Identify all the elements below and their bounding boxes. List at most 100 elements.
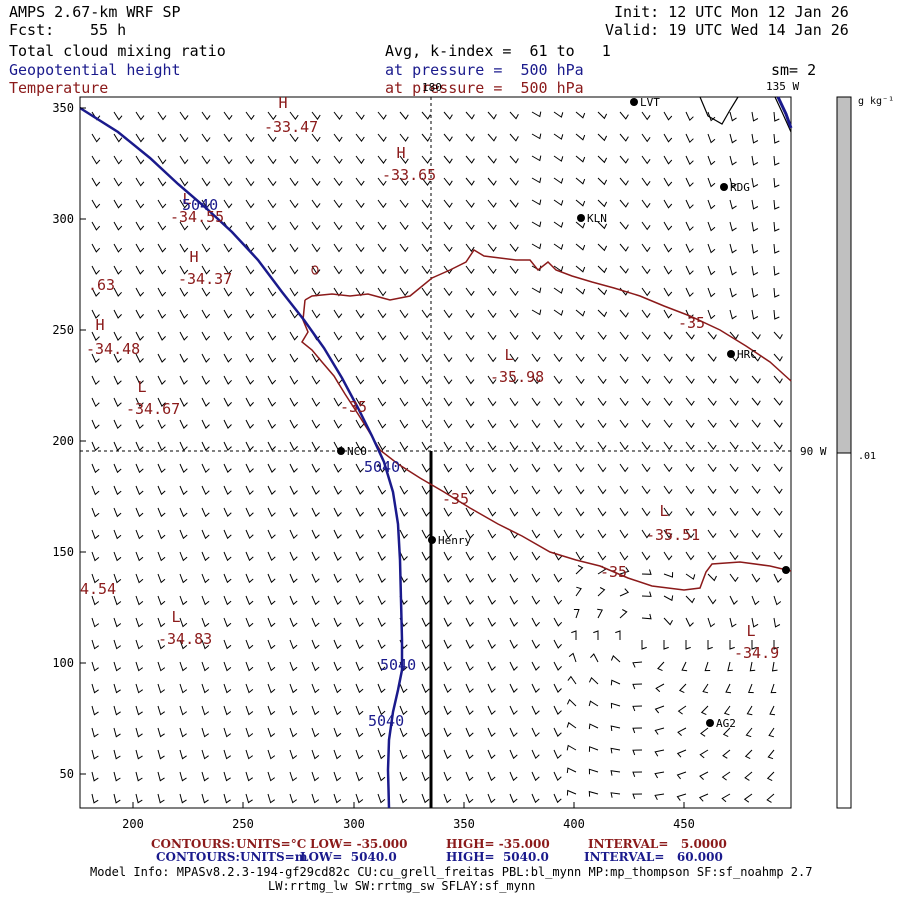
station-marker-AG2 — [706, 719, 714, 727]
station-marker-NCO — [337, 447, 345, 455]
contour-label-height-3: 5040 — [380, 656, 416, 674]
station-label-RDG: RDG — [730, 181, 750, 194]
avg-k-index: Avg, k-index = 61 to 1 — [385, 42, 611, 60]
temperature-small-loop — [311, 265, 319, 275]
extrema-symbol: L — [137, 378, 146, 396]
extrema-symbol: H — [189, 248, 198, 266]
station-marker-east — [782, 566, 790, 574]
y-axis-ticks: 350 300 250 200 150 100 50 — [52, 101, 86, 781]
contour-label-height-4: 5040 — [368, 712, 404, 730]
extrema-symbol: H — [95, 316, 104, 334]
model-title: AMPS 2.67-km WRF SP — [9, 3, 181, 21]
footer-temp-units: UNITS=°C — [236, 837, 307, 851]
x-tick-label: 400 — [563, 817, 585, 831]
footer-temp-contours-label: CONTOURS: — [151, 837, 235, 851]
colorbar-fill — [836, 96, 852, 454]
forecast-label: Fcst: — [9, 21, 55, 39]
y-tick-label: 200 — [52, 434, 74, 448]
contour-label-temp-2: -35 — [340, 398, 367, 416]
stations: LVT RDG KLN HRC NCO Henry AG2 — [337, 96, 790, 730]
extrema-value: -35.98 — [490, 368, 544, 386]
extrema-value: .63 — [88, 276, 115, 294]
footer-temp-high: HIGH= -35.000 — [446, 837, 550, 851]
footer-temp-low: LOW= -35.000 — [310, 837, 408, 851]
coastline-east — [774, 96, 792, 133]
lon-label-135w: 135 W — [766, 80, 799, 93]
temperature-contour-west — [301, 299, 792, 591]
x-tick-label: 350 — [453, 817, 475, 831]
extrema-value: -33.47 — [264, 118, 318, 136]
extrema-value: -34.37 — [178, 270, 232, 288]
extrema-value: -34.48 — [86, 340, 140, 358]
extrema-value: -34.55 — [170, 208, 224, 226]
y-tick-label: 350 — [52, 101, 74, 115]
pressure-temperature: at pressure = 500 hPa — [385, 79, 584, 97]
station-label-KLN: KLN — [587, 212, 607, 225]
y-tick-label: 150 — [52, 545, 74, 559]
contour-label-height-1: 5040 — [182, 196, 218, 214]
lon-label-90w: 90 W — [800, 445, 827, 458]
station-marker-HRC — [727, 350, 735, 358]
y-tick-label: 100 — [52, 656, 74, 670]
coastline — [699, 96, 739, 125]
footer-height-low: LOW= 5040.0 — [300, 850, 397, 864]
temperature-contour-north — [304, 248, 792, 382]
footer-model-info-2: LW:rrtmg_lw SW:rrtmg_sw SFLAY:sf_mynn — [268, 879, 536, 893]
x-tick-label: 450 — [673, 817, 695, 831]
station-marker-RDG — [720, 183, 728, 191]
contour-label-temp-1: -35 — [678, 314, 705, 332]
station-marker-henry — [428, 536, 436, 544]
y-tick-label: 50 — [60, 767, 74, 781]
y-tick-label: 300 — [52, 212, 74, 226]
init-time: Init: 12 UTC Mon 12 Jan 26 — [614, 3, 849, 21]
colorbar-units: g kg⁻¹ — [858, 96, 894, 107]
station-marker-LVT — [630, 98, 638, 106]
footer-height-high: HIGH= 5040.0 — [446, 850, 549, 864]
extrema-value: -33.65 — [382, 166, 436, 184]
station-label-henry: Henry — [438, 534, 471, 547]
x-tick-label: 250 — [232, 817, 254, 831]
extrema-value: -34.9 — [734, 644, 779, 662]
extrema-symbol: L — [504, 346, 513, 364]
x-tick-label: 200 — [122, 817, 144, 831]
extrema-value: -34.67 — [126, 400, 180, 418]
x-axis-ticks: 200 250 300 350 400 450 — [122, 802, 695, 831]
colorbar-tick: .01 — [858, 451, 876, 462]
footer-height-interval: INTERVAL= 60.000 — [584, 850, 723, 864]
station-label-HRC: HRC — [737, 348, 757, 361]
plot-frame — [79, 96, 792, 809]
coastline-east-blue — [776, 96, 793, 129]
field-geopotential-height: Geopotential height — [9, 61, 181, 79]
extrema-symbol: L — [182, 190, 191, 208]
footer-temp-interval: INTERVAL= 5.0000 — [588, 837, 727, 851]
contour-label-temp-3: -35 — [442, 490, 469, 508]
field-cloud-mixing-ratio: Total cloud mixing ratio — [9, 42, 226, 60]
y-tick-label: 250 — [52, 323, 74, 337]
extrema-value: 4.54 — [80, 580, 116, 598]
x-tick-label: 300 — [343, 817, 365, 831]
footer-height-contours-label: CONTOURS: — [156, 850, 240, 864]
station-label-LVT: LVT — [640, 96, 660, 109]
forecast-value: 55 h — [90, 21, 127, 39]
extrema-symbol: H — [396, 144, 405, 162]
pressure-height: at pressure = 500 hPa — [385, 61, 584, 79]
extrema-value: -34.83 — [158, 630, 212, 648]
footer-height-units: UNITS=m — [240, 850, 308, 864]
contour-label-temp-4: -35 — [600, 563, 627, 581]
extrema-symbol: L — [171, 608, 180, 626]
extrema-symbol: H — [278, 94, 287, 112]
footer-model-info: Model Info: MPASv8.2.3-194-gf29cd82c CU:… — [90, 865, 813, 879]
extrema-value: -35.51 — [646, 526, 700, 544]
extrema-symbol: L — [746, 622, 755, 640]
valid-time: Valid: 19 UTC Wed 14 Jan 26 — [605, 21, 849, 39]
smoothing-label: sm= 2 — [771, 61, 817, 79]
station-marker-KLN — [577, 214, 585, 222]
wind-barbs — [91, 111, 783, 804]
field-temperature: Temperature — [9, 79, 109, 97]
height-contour-5040 — [79, 106, 404, 809]
temperature-extrema: H-33.47H-33.65L-34.55H-34.37.63H-34.48L-… — [80, 94, 779, 662]
station-label-NCO: NCO — [347, 445, 367, 458]
contour-label-height-2: 5040 — [364, 458, 400, 476]
station-label-AG2: AG2 — [716, 717, 736, 730]
